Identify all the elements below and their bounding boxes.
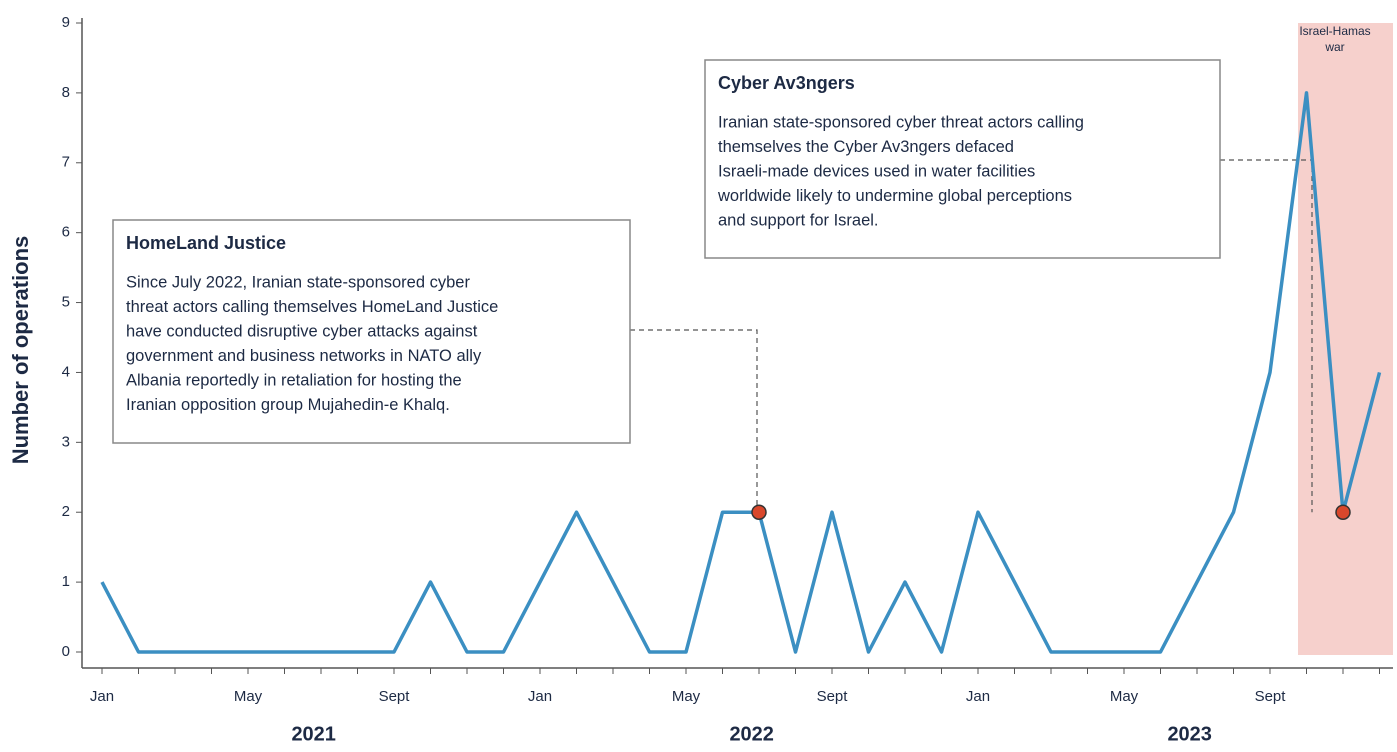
y-tick-label: 3	[62, 433, 70, 450]
annotation-text: government and business networks in NATO…	[126, 347, 482, 365]
x-tick-label: May	[672, 688, 701, 705]
y-tick-label: 5	[62, 294, 70, 311]
y-tick-label: 8	[62, 84, 70, 101]
annotation-text: Albania reportedly in retaliation for ho…	[126, 371, 462, 389]
highlight-label: war	[1324, 40, 1344, 54]
highlight-band	[1298, 23, 1393, 655]
annotation-title: Cyber Av3ngers	[718, 73, 855, 93]
annotation-text: Iranian state-sponsored cyber threat act…	[718, 113, 1084, 131]
marker	[751, 504, 767, 520]
annotation-text: threat actors calling themselves HomeLan…	[126, 298, 498, 316]
y-tick-label: 1	[62, 573, 70, 590]
y-tick-label: 2	[62, 503, 70, 520]
highlight-label: Israel-Hamas	[1299, 24, 1370, 38]
y-axis-label: Number of operations	[8, 236, 33, 465]
annotation-text: Since July 2022, Iranian state-sponsored…	[126, 273, 470, 291]
annotation-text: Iranian opposition group Mujahedin-e Kha…	[126, 396, 450, 414]
x-tick-label: Sept	[1255, 688, 1287, 705]
x-tick-label: Jan	[528, 688, 552, 705]
annotation-title: HomeLand Justice	[126, 233, 286, 253]
year-label: 2022	[729, 723, 774, 745]
annotation-text: worldwide likely to undermine global per…	[717, 187, 1072, 205]
x-tick-label: Sept	[379, 688, 411, 705]
y-tick-label: 0	[62, 643, 70, 660]
annotation-box	[704, 59, 1221, 259]
leader-line	[630, 329, 758, 513]
year-label: 2023	[1167, 723, 1212, 745]
annotation-text: and support for Israel.	[718, 211, 879, 229]
year-label: 2021	[291, 723, 336, 745]
x-tick-label: Sept	[817, 688, 849, 705]
annotation-box	[112, 219, 631, 444]
x-tick-label: May	[234, 688, 263, 705]
x-tick-label: Jan	[90, 688, 114, 705]
y-tick-label: 7	[62, 154, 70, 171]
y-tick-label: 4	[62, 363, 70, 380]
marker	[1335, 504, 1351, 520]
x-tick-label: Jan	[966, 688, 990, 705]
y-tick-label: 6	[62, 224, 70, 241]
x-tick-label: May	[1110, 688, 1139, 705]
y-tick-label: 9	[62, 14, 70, 31]
line	[100, 91, 1382, 654]
annotation-text: Israeli-made devices used in water facil…	[718, 162, 1035, 180]
annotation-text: themselves the Cyber Av3ngers defaced	[718, 138, 1014, 156]
annotation-text: have conducted disruptive cyber attacks …	[126, 322, 478, 340]
